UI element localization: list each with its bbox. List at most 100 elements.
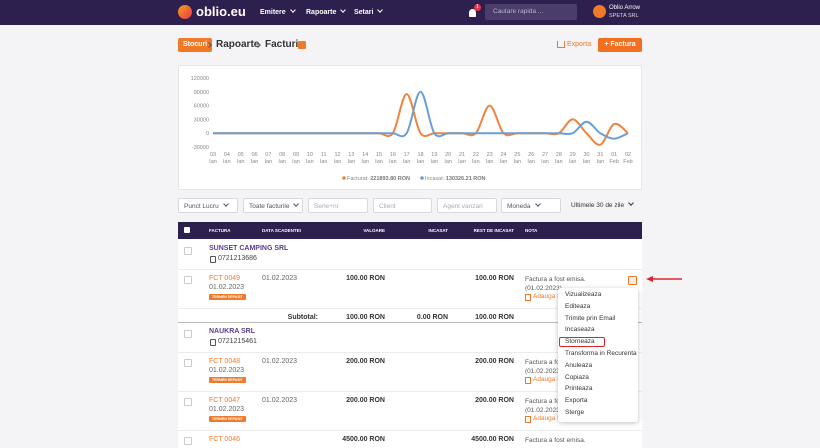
nav-menu-item[interactable]: Emitere: [260, 8, 295, 16]
filter-input[interactable]: Agent vanzari: [437, 198, 497, 213]
menu-item[interactable]: Copiaza: [565, 373, 589, 381]
note: Factura a fost emisa.: [525, 437, 586, 444]
x-tick-label: 27 Ian: [541, 152, 549, 165]
x-tick-label: 22 Ian: [472, 152, 480, 165]
add-note-link[interactable]: Adauga Nota: [533, 293, 571, 300]
navbar: [0, 0, 820, 25]
note-icon: [525, 294, 531, 301]
chart-card: [178, 65, 642, 190]
row-divider: [178, 352, 642, 353]
company-name: SPETA SRL: [609, 13, 639, 19]
menu-item[interactable]: Transforma in Recurenta: [565, 350, 637, 357]
export-link[interactable]: Exporta: [567, 41, 592, 48]
add-button[interactable]: + Factura: [598, 38, 642, 52]
rest: 4500.00 RON: [471, 436, 514, 443]
phone-icon: [210, 339, 216, 346]
x-tick-label: 13 Ian: [347, 152, 356, 165]
column-header: VALOARE: [363, 228, 385, 233]
value: 4500.00 RON: [342, 436, 385, 443]
invoice-date: 01.02.2023: [209, 367, 245, 374]
menu-item[interactable]: Printeaza: [565, 385, 593, 393]
due-date: 01.02.2023: [262, 275, 298, 282]
menu-item[interactable]: Storneaza: [565, 338, 595, 346]
export-icon[interactable]: [557, 41, 565, 48]
status-badge: TERMEN DEPASIT: [209, 416, 246, 422]
x-tick-label: 31 Ian: [596, 152, 605, 165]
invoice-date: 01.02.2023: [209, 406, 245, 413]
note: Factura a fost emisa. (01.02.2023): [525, 398, 586, 414]
x-tick-label: 15 Ian: [375, 152, 383, 165]
x-tick-label: 10 Ian: [306, 152, 314, 165]
column-header: INCASAT: [428, 228, 448, 233]
due-date: 01.02.2023: [262, 358, 298, 365]
add-note-link[interactable]: Adauga Nota: [533, 415, 571, 422]
report-icon[interactable]: [298, 41, 306, 49]
nav-menu-item[interactable]: Rapoarte: [306, 8, 345, 16]
note: Factura a fost emisa. (01.02.2023): [525, 359, 586, 375]
column-header: DATA SCADENTEI: [262, 228, 301, 233]
filter-input[interactable]: Client: [373, 198, 432, 213]
search-input[interactable]: Cautare rapida ...: [485, 4, 577, 20]
row-divider: [178, 269, 642, 270]
subtotal-paid: 0.00 RON: [416, 314, 448, 321]
x-tick-label: 16 Ian: [389, 152, 397, 165]
invoice-number[interactable]: FCT 0047: [209, 397, 240, 404]
filter-select[interactable]: Moneda: [501, 198, 561, 213]
menu-item[interactable]: Sterge: [565, 409, 585, 416]
x-tick-label: 23 Ian: [485, 152, 494, 165]
value: 100.00 RON: [346, 275, 385, 282]
subtotal-value: 100.00 RON: [346, 314, 385, 321]
avatar[interactable]: [593, 5, 606, 18]
menu-item[interactable]: Trimite prin Email: [565, 314, 616, 322]
x-tick-label: 03 Ian: [209, 152, 217, 165]
x-tick-label: 11 Ian: [319, 152, 328, 165]
invoice-number[interactable]: FCT 0046: [209, 436, 240, 443]
phone: 0721215461: [218, 338, 257, 345]
menu-item[interactable]: Editeaza: [565, 302, 591, 310]
menu-item[interactable]: Vizualizeaza: [565, 291, 602, 298]
x-tick-label: 19 Ian: [430, 152, 439, 165]
filter-input[interactable]: Serie+nr: [308, 198, 368, 213]
breadcrumb-tag[interactable]: Stocuri: [178, 38, 213, 52]
menu-item[interactable]: Incaseaza: [565, 326, 595, 334]
column-header: NOTA: [525, 228, 538, 233]
x-tick-label: 25 Ian: [513, 152, 522, 165]
phone: 0721213686: [218, 255, 257, 262]
x-tick-label: 14 Ian: [361, 152, 369, 165]
filter-select[interactable]: Toate facturile: [243, 198, 303, 213]
x-tick-label: 28 Ian: [555, 152, 563, 165]
highlight-box: [559, 336, 605, 347]
x-tick-label: 18 Ian: [416, 152, 425, 165]
x-tick-label: 07 Ian: [264, 152, 273, 165]
breadcrumb-item[interactable]: Rapoarte: [216, 39, 260, 50]
x-tick-label: 24 Ian: [499, 152, 508, 165]
x-tick-label: 04 Ian: [223, 152, 231, 165]
status-badge: TERMEN DEPASIT: [209, 294, 246, 300]
nav-menu-item[interactable]: Setari: [354, 8, 382, 16]
x-tick-label: 20 Ian: [444, 152, 452, 165]
menu-item[interactable]: Exporta: [565, 397, 588, 405]
invoice-number[interactable]: FCT 0049: [209, 275, 240, 282]
filter-select[interactable]: Ultimele 30 de zile: [566, 198, 640, 213]
client-name[interactable]: SUNSET CAMPING SRL: [209, 245, 289, 252]
menu-item[interactable]: Anuleaza: [565, 361, 593, 369]
subtotal-rest: 100.00 RON: [475, 314, 514, 321]
row-divider: [178, 391, 642, 392]
select-all-checkbox[interactable]: [184, 227, 190, 233]
bell-icon[interactable]: [469, 9, 476, 17]
x-tick-label: 29 Ian: [568, 152, 577, 165]
client-name[interactable]: NAUKRA SRL: [209, 328, 256, 335]
filter-select[interactable]: Punct Lucru: [178, 198, 238, 213]
breadcrumb-item: Facturi: [265, 39, 299, 50]
rest: 100.00 RON: [475, 275, 514, 282]
row-checkbox[interactable]: [184, 398, 192, 406]
actions-toggle[interactable]: [628, 276, 637, 285]
row-checkbox[interactable]: [184, 437, 192, 445]
row-checkbox[interactable]: [184, 330, 192, 338]
row-checkbox[interactable]: [184, 247, 192, 255]
row-checkbox[interactable]: [184, 359, 192, 367]
invoice-number[interactable]: FCT 0048: [209, 358, 240, 365]
rest: 200.00 RON: [475, 397, 514, 404]
row-checkbox[interactable]: [184, 276, 192, 284]
add-note-link[interactable]: Adauga Nota: [533, 376, 571, 383]
